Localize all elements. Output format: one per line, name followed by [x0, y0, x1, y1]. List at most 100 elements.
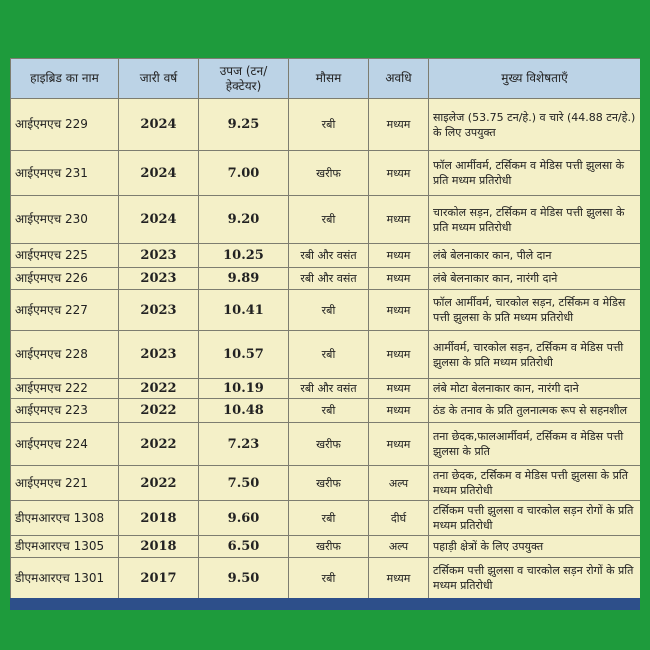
- table-cell: रबी और वसंत: [288, 267, 369, 290]
- header-cell: मुख्य विशेषताएँ: [428, 58, 640, 99]
- header-cell: हाइब्रिड का नाम: [10, 58, 119, 99]
- table-cell: रबी: [288, 557, 369, 599]
- table-row: आईएमएच 229 2024 9.25 रबी मध्यम साइलेज (53.75 …: [10, 98, 640, 151]
- table-cell: 10.48: [198, 398, 289, 423]
- table-cell: मध्यम: [368, 267, 429, 290]
- table-row: आईएमएच 230 2024 9.20 रबी मध्यम चारकोल सड़न, ट…: [10, 195, 640, 244]
- table-cell: मध्यम: [368, 398, 429, 423]
- table-cell: मध्यम: [368, 378, 429, 399]
- table-row: डीएमआरएच 1305 2018 6.50 खरीफ अल्प पहाड़ी क्षे…: [10, 535, 640, 558]
- table-cell: 10.19: [198, 378, 289, 399]
- table-cell: टर्सिकम पत्ती झुलसा व चारकोल सड़न रोगों …: [428, 557, 640, 599]
- table-cell: 7.23: [198, 422, 289, 466]
- table-cell: डीएमआरएच 1308: [10, 500, 119, 536]
- table-cell: रबी: [288, 330, 369, 379]
- bottom-strip: [10, 598, 640, 610]
- table-cell: 6.50: [198, 535, 289, 558]
- table-row: आईएमएच 225 2023 10.25 रबी और वसंत मध्यम लंबे …: [10, 243, 640, 268]
- table-cell: 9.50: [198, 557, 289, 599]
- table-cell: आईएमएच 224: [10, 422, 119, 466]
- header-cell: उपज (टन/हेक्टेयर): [198, 58, 289, 99]
- table-cell: 2024: [118, 98, 199, 151]
- table-cell: 2023: [118, 267, 199, 290]
- table-cell: दीर्घ: [368, 500, 429, 536]
- table-cell: तना छेदक, टर्सिकम व मेडिस पत्ती झुलसा के…: [428, 465, 640, 501]
- table-row: आईएमएच 227 2023 10.41 रबी मध्यम फॉल आर्मीवर्म…: [10, 289, 640, 331]
- table-cell: तना छेदक,फालआर्मीवर्म, टर्सिकम व मेडिस प…: [428, 422, 640, 466]
- table-cell: अल्प: [368, 465, 429, 501]
- table-cell: 2022: [118, 422, 199, 466]
- table-cell: 2023: [118, 289, 199, 331]
- table-cell: 7.00: [198, 150, 289, 196]
- table-cell: आईएमएच 227: [10, 289, 119, 331]
- table-cell: आर्मीवर्म, चारकोल सड़न, टर्सिकम व मेडिस …: [428, 330, 640, 379]
- header-row: हाइब्रिड का नाम जारी वर्ष उपज (टन/हेक्टेयर…: [10, 58, 640, 99]
- table-cell: 2023: [118, 243, 199, 268]
- table-row: डीएमआरएच 1301 2017 9.50 रबी मध्यम टर्सिकम पत्…: [10, 557, 640, 599]
- table-cell: आईएमएच 223: [10, 398, 119, 423]
- table-cell: मध्यम: [368, 98, 429, 151]
- table-cell: आईएमएच 226: [10, 267, 119, 290]
- table-cell: रबी: [288, 500, 369, 536]
- table-cell: लंबे मोटा बेलनाकार कान, नारंगी दाने: [428, 378, 640, 399]
- table-cell: 9.25: [198, 98, 289, 151]
- header-cell: मौसम: [288, 58, 369, 99]
- table-row: आईएमएच 222 2022 10.19 रबी और वसंत मध्यम लंबे …: [10, 378, 640, 399]
- table-cell: 10.25: [198, 243, 289, 268]
- table-row: आईएमएच 228 2023 10.57 रबी मध्यम आर्मीवर्म, चा…: [10, 330, 640, 379]
- table-cell: चारकोल सड़न, टर्सिकम व मेडिस पत्ती झुलसा…: [428, 195, 640, 244]
- table-cell: मध्यम: [368, 150, 429, 196]
- table-cell: मध्यम: [368, 330, 429, 379]
- table-cell: रबी और वसंत: [288, 243, 369, 268]
- table-row: आईएमएच 226 2023 9.89 रबी और वसंत मध्यम लंबे ब…: [10, 267, 640, 290]
- table-cell: 2022: [118, 465, 199, 501]
- table-row: आईएमएच 221 2022 7.50 खरीफ अल्प तना छेदक, टर्स…: [10, 465, 640, 501]
- table-body: आईएमएच 229 2024 9.25 रबी मध्यम साइलेज (53.75 …: [10, 98, 640, 599]
- table-cell: 10.57: [198, 330, 289, 379]
- header-cell: अवधि: [368, 58, 429, 99]
- table-cell: आईएमएच 228: [10, 330, 119, 379]
- table-cell: डीएमआरएच 1301: [10, 557, 119, 599]
- table-cell: रबी और वसंत: [288, 378, 369, 399]
- table-cell: रबी: [288, 98, 369, 151]
- table-cell: आईएमएच 230: [10, 195, 119, 244]
- table-cell: रबी: [288, 289, 369, 331]
- table-cell: मध्यम: [368, 557, 429, 599]
- table-cell: आईएमएच 225: [10, 243, 119, 268]
- table-cell: फॉल आर्मीवर्म, टर्सिकम व मेडिस पत्ती झुल…: [428, 150, 640, 196]
- table-row: आईएमएच 223 2022 10.48 रबी मध्यम ठंड के तनाव क…: [10, 398, 640, 423]
- table-cell: मध्यम: [368, 243, 429, 268]
- table-cell: 2022: [118, 378, 199, 399]
- poster-sheet: हाइब्रिड का नाम जारी वर्ष उपज (टन/हेक्टेयर…: [10, 58, 640, 610]
- hybrid-table: हाइब्रिड का नाम जारी वर्ष उपज (टन/हेक्टेयर…: [10, 58, 640, 599]
- table-cell: 7.50: [198, 465, 289, 501]
- table-cell: अल्प: [368, 535, 429, 558]
- table-cell: 9.60: [198, 500, 289, 536]
- table-cell: आईएमएच 229: [10, 98, 119, 151]
- table-cell: आईएमएच 222: [10, 378, 119, 399]
- table-row: आईएमएच 224 2022 7.23 खरीफ मध्यम तना छेदक,फालआ…: [10, 422, 640, 466]
- table-cell: आईएमएच 221: [10, 465, 119, 501]
- table-cell: साइलेज (53.75 टन/हे.) व चारे (44.88 टन/ह…: [428, 98, 640, 151]
- table-cell: लंबे बेलनाकार कान, पीले दान: [428, 243, 640, 268]
- table-cell: 2024: [118, 195, 199, 244]
- table-cell: रबी: [288, 195, 369, 244]
- table-cell: खरीफ: [288, 150, 369, 196]
- table-cell: 2022: [118, 398, 199, 423]
- header-cell: जारी वर्ष: [118, 58, 199, 99]
- table-cell: 9.89: [198, 267, 289, 290]
- table-cell: रबी: [288, 398, 369, 423]
- table-cell: फॉल आर्मीवर्म, चारकोल सड़न, टर्सिकम व मे…: [428, 289, 640, 331]
- table-cell: 2018: [118, 535, 199, 558]
- table-cell: मध्यम: [368, 422, 429, 466]
- table-cell: 2018: [118, 500, 199, 536]
- table-cell: खरीफ: [288, 422, 369, 466]
- table-cell: 2023: [118, 330, 199, 379]
- table-cell: खरीफ: [288, 465, 369, 501]
- table-cell: लंबे बेलनाकार कान, नारंगी दाने: [428, 267, 640, 290]
- table-cell: मध्यम: [368, 289, 429, 331]
- table-cell: आईएमएच 231: [10, 150, 119, 196]
- table-row: डीएमआरएच 1308 2018 9.60 रबी दीर्घ टर्सिकम पत्…: [10, 500, 640, 536]
- table-cell: 9.20: [198, 195, 289, 244]
